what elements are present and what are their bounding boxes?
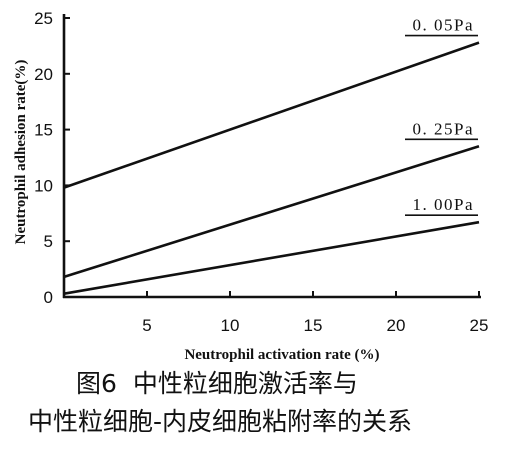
figure-caption-line-2: 中性粒细胞-内皮细胞粘附率的关系 <box>28 407 413 436</box>
y-tick-label: 5 <box>44 232 53 251</box>
series-label-3: 1. 00Pa <box>413 195 475 214</box>
series-label-2: 0. 25Pa <box>413 119 475 138</box>
y-tick-label: 20 <box>34 65 53 84</box>
x-tick-label: 20 <box>387 316 406 335</box>
x-axis-title: Neutrophil activation rate (%) <box>184 347 379 363</box>
x-tick-label: 15 <box>304 316 323 335</box>
series-lines <box>63 41 480 295</box>
x-tick-label: 25 <box>470 316 489 335</box>
y-tick-label: 15 <box>34 121 53 140</box>
y-tick-label: 10 <box>34 176 53 195</box>
series-line-2 <box>63 145 480 279</box>
x-tick-label: 5 <box>142 316 151 335</box>
y-axis-ticks: 0 5 10 15 20 25 <box>34 9 70 307</box>
figure-caption-line-1: 图6 中性粒细胞激活率与 <box>76 369 358 398</box>
series-line-1 <box>63 41 480 189</box>
y-axis-title: Neutrophil adhesion rate(%) <box>13 60 29 245</box>
y-tick-label: 25 <box>34 9 53 28</box>
series-line-3 <box>63 220 480 295</box>
x-tick-label: 10 <box>221 316 240 335</box>
line-chart: 5 10 15 20 25 0 5 10 15 20 25 0. 05Pa 0. 25Pa 1. 00… <box>13 9 488 363</box>
series-label-1: 0. 05Pa <box>413 16 475 35</box>
series-labels: 0. 05Pa 0. 25Pa 1. 00Pa <box>405 16 478 217</box>
x-axis-ticks: 5 10 15 20 25 <box>142 291 488 335</box>
axes <box>62 14 481 299</box>
y-tick-label: 0 <box>44 288 53 307</box>
